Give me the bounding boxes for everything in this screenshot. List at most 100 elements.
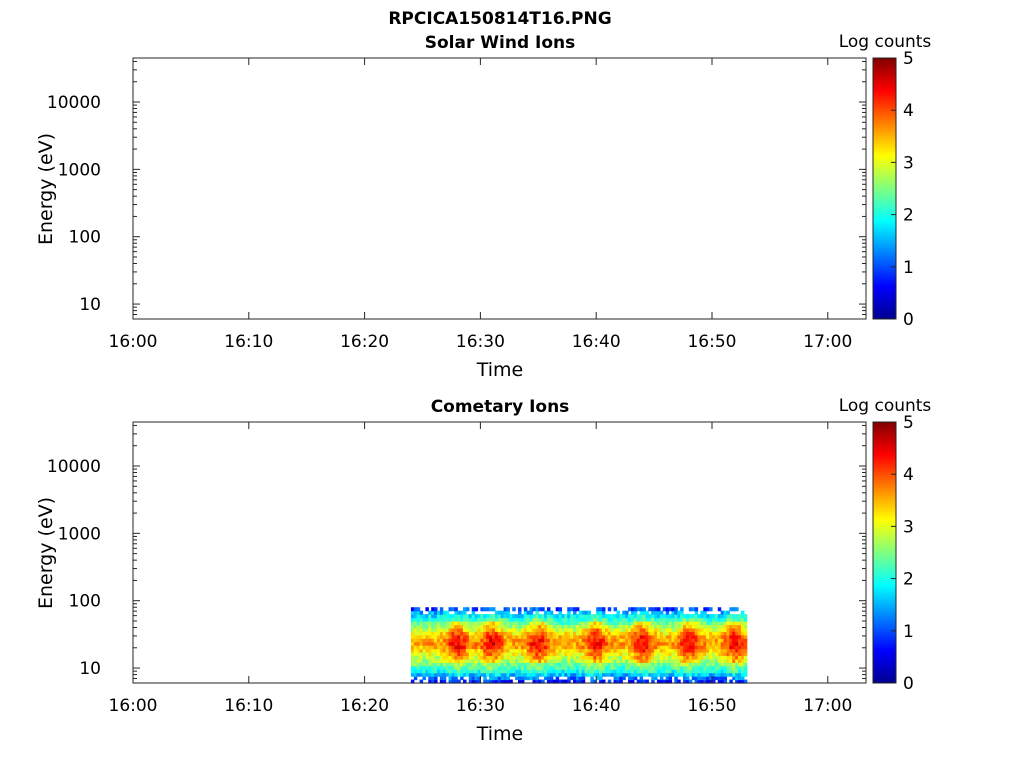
spectrogram-cell (434, 617, 438, 622)
spectrogram-cell (425, 627, 429, 632)
spectrogram-cell (740, 624, 745, 629)
spectrogram-cell (410, 662, 415, 667)
spectrogram-cell (619, 648, 623, 653)
spectrogram-cell (642, 645, 646, 650)
spectrogram-cell (520, 672, 525, 677)
spectrogram-cell (460, 631, 464, 636)
spectrogram-cell (532, 627, 536, 632)
spectrogram-cell (665, 645, 670, 650)
spectrogram-cell (442, 679, 447, 684)
spectrogram-cell (590, 617, 594, 622)
spectrogram-cell (518, 621, 522, 626)
spectrogram-cell (573, 631, 577, 636)
spectrogram-cell (709, 638, 713, 643)
y-tick-label: 100 (69, 228, 101, 248)
spectrogram-cell (494, 652, 499, 657)
spectrogram-cell (625, 627, 629, 632)
spectrogram-cell (523, 641, 528, 646)
spectrogram-cell (683, 638, 687, 643)
spectrogram-cell (564, 655, 568, 660)
spectrogram-cell (454, 679, 458, 684)
spectrogram-cell (515, 669, 519, 674)
spectrogram-cell (645, 648, 649, 653)
spectrogram-cell (688, 648, 693, 653)
spectrogram-cell (706, 645, 710, 650)
spectrogram-cell (735, 665, 739, 670)
spectrogram-cell (709, 621, 713, 626)
spectrogram-cell (549, 676, 554, 681)
spectrogram-cell (448, 614, 453, 619)
spectrogram-cell (468, 672, 473, 677)
spectrogram-cell (515, 658, 519, 663)
spectrogram-cell (636, 634, 641, 639)
spectrogram-cell (625, 655, 629, 660)
spectrogram-cell (636, 614, 641, 619)
spectrogram-cell (419, 679, 424, 684)
spectrogram-cell (413, 662, 418, 667)
spectrogram-cell (526, 641, 531, 646)
spectrogram-cell (489, 665, 493, 670)
spectrogram-cell (740, 655, 745, 660)
spectrogram-cell (593, 679, 597, 684)
spectrogram-cell (601, 669, 606, 674)
spectrogram-cell (442, 652, 447, 657)
spectrogram-cell (616, 655, 620, 660)
spectrogram-cell (555, 617, 560, 622)
spectrogram-cell (665, 672, 670, 677)
spectrogram-cell (665, 638, 670, 643)
spectrogram-cell (503, 607, 508, 612)
spectrogram-cell (717, 607, 722, 612)
spectrogram-cell (726, 665, 730, 670)
spectrogram-cell (434, 665, 438, 670)
spectrogram-cell (607, 638, 612, 643)
spectrogram-cell (532, 645, 536, 650)
spectrogram-cell (619, 617, 623, 622)
spectrogram-cell (549, 627, 554, 632)
spectrogram-cell (567, 676, 571, 681)
spectrogram-cell (633, 624, 638, 629)
spectrogram-cell (596, 610, 600, 615)
spectrogram-cell (581, 672, 586, 677)
spectrogram-cell (671, 610, 675, 615)
spectrogram-cell (723, 645, 728, 650)
spectrogram-cell (613, 621, 618, 626)
spectrogram-cell (607, 669, 612, 674)
spectrogram-cell (445, 648, 450, 653)
spectrogram-cell (601, 614, 606, 619)
spectrogram-cell (642, 665, 646, 670)
spectrogram-cell (442, 624, 447, 629)
spectrogram-cell (599, 662, 603, 667)
spectrogram-cell (460, 641, 464, 646)
spectrogram-cell (523, 676, 528, 681)
spectrogram-cell (506, 679, 510, 684)
spectrogram-cell (694, 607, 699, 612)
spectrogram-cell (555, 679, 560, 684)
spectrogram-cell (419, 631, 424, 636)
spectrogram-cell (532, 676, 536, 681)
spectrogram-cell (442, 631, 447, 636)
spectrogram-cell (662, 669, 667, 674)
spectrogram-cell (706, 627, 710, 632)
spectrogram-cell (451, 645, 455, 650)
spectrogram-cell (520, 621, 525, 626)
spectrogram-cell (688, 617, 693, 622)
spectrogram-cell (535, 627, 539, 632)
spectrogram-cell (717, 614, 722, 619)
spectrogram-cell (697, 645, 701, 650)
spectrogram-cell (486, 645, 490, 650)
spectrogram-cell (685, 634, 690, 639)
spectrogram-cell (544, 621, 548, 626)
spectrogram-cell (489, 679, 493, 684)
colorbar-tick-label: 0 (903, 310, 914, 330)
spectrogram-cell (596, 621, 600, 626)
spectrogram-cell (477, 652, 481, 657)
spectrogram-cell (413, 617, 418, 622)
spectrogram-cell (460, 627, 464, 632)
x-axis-label: Time (476, 723, 524, 745)
spectrogram-cell (709, 669, 713, 674)
spectrogram-cell (439, 658, 444, 663)
spectrogram-cell (518, 672, 522, 677)
spectrogram-cell (604, 662, 609, 667)
spectrogram-cell (654, 648, 658, 653)
spectrogram-cell (468, 621, 473, 626)
